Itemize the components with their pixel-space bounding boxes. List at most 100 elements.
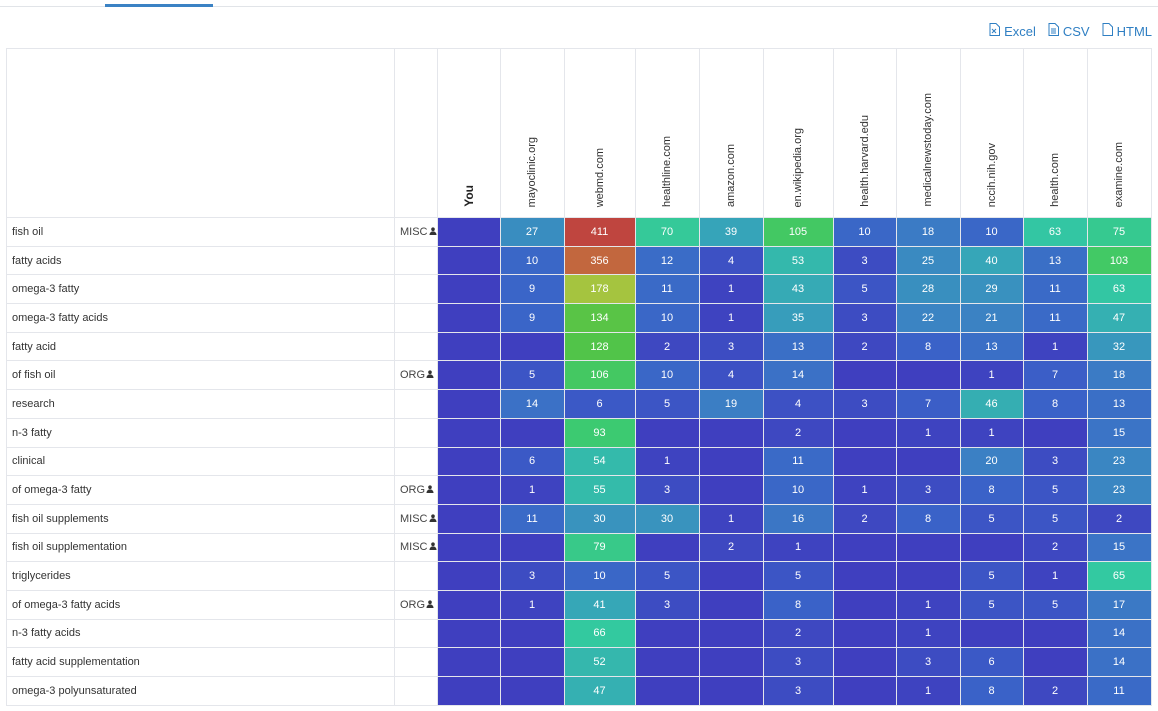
table-row[interactable]: fatty acid supplementation 52 3 3 6 14 <box>6 647 1152 677</box>
keyword-cell[interactable]: fatty acid <box>6 331 395 362</box>
count-cell: 93 <box>563 417 636 448</box>
table-row[interactable]: n-3 fatty 93 2 1 1 15 <box>6 417 1152 448</box>
count-cell: 3 <box>698 331 764 362</box>
column-header-domain[interactable]: nccih.nih.gov <box>959 48 1024 218</box>
keyword-cell[interactable]: clinical <box>6 446 395 477</box>
count-cell <box>832 561 897 591</box>
count-cell: 47 <box>563 676 636 706</box>
active-tab-indicator[interactable] <box>105 4 213 7</box>
entity-tag-cell <box>394 647 438 677</box>
count-cell: 14 <box>1086 647 1152 677</box>
entity-tag-cell: MISC <box>394 532 438 563</box>
table-row[interactable]: fish oil MISC 27 411 70 39 105 10 18 10 63 75 <box>6 217 1152 247</box>
column-header-label: webmd.com <box>593 147 606 207</box>
keyword-cell[interactable]: fish oil <box>6 217 395 247</box>
count-cell: 3 <box>762 676 834 706</box>
entity-tag-cell: ORG <box>394 360 438 391</box>
count-cell: 12 <box>634 245 700 276</box>
column-header-domain[interactable]: amazon.com <box>698 48 764 218</box>
count-cell: 39 <box>698 217 764 247</box>
export-csv-button[interactable]: CSV <box>1048 23 1090 39</box>
count-cell: 1 <box>698 274 764 305</box>
keyword-cell[interactable]: triglycerides <box>6 561 395 591</box>
table-row[interactable]: fatty acid 128 2 3 13 2 8 13 1 32 <box>6 331 1152 362</box>
keyword-cell[interactable]: fatty acids <box>6 245 395 276</box>
keyword-header <box>6 48 395 218</box>
keyword-cell[interactable]: fatty acid supplementation <box>6 647 395 677</box>
count-cell: 52 <box>563 647 636 677</box>
keyword-cell[interactable]: of omega-3 fatty acids <box>6 589 395 620</box>
column-header-domain[interactable]: examine.com <box>1086 48 1152 218</box>
count-cell <box>436 618 501 649</box>
entity-tag-cell <box>394 561 438 591</box>
table-row[interactable]: of omega-3 fatty acids ORG 1 41 3 8 1 5 5 17 <box>6 589 1152 620</box>
count-cell: 128 <box>563 331 636 362</box>
count-cell: 18 <box>895 217 961 247</box>
count-cell <box>1022 618 1088 649</box>
header-row: You mayoclinic.org webmd.com healthline.… <box>6 48 1152 218</box>
entity-tag-label: ORG <box>400 484 426 497</box>
count-cell: 8 <box>959 676 1024 706</box>
count-cell: 1 <box>895 618 961 649</box>
column-header-domain[interactable]: healthline.com <box>634 48 700 218</box>
count-cell: 47 <box>1086 303 1152 333</box>
table-row[interactable]: n-3 fatty acids 66 2 1 14 <box>6 618 1152 649</box>
table-row[interactable]: omega-3 fatty acids 9 134 10 1 35 3 22 21 11 47 <box>6 303 1152 333</box>
keyword-cell[interactable]: n-3 fatty acids <box>6 618 395 649</box>
keyword-cell[interactable]: research <box>6 389 395 419</box>
column-header-domain[interactable]: en.wikipedia.org <box>762 48 834 218</box>
entity-tag-label: MISC <box>400 541 428 554</box>
count-cell: 25 <box>895 245 961 276</box>
column-header-domain[interactable]: health.com <box>1022 48 1088 218</box>
table-row[interactable]: clinical 6 54 1 11 20 3 23 <box>6 446 1152 477</box>
count-cell <box>895 446 961 477</box>
table-row[interactable]: triglycerides 3 10 5 5 5 1 65 <box>6 561 1152 591</box>
table-row[interactable]: of omega-3 fatty ORG 1 55 3 10 1 3 8 5 23 <box>6 475 1152 505</box>
keyword-cell[interactable]: fish oil supplementation <box>6 532 395 563</box>
table-row[interactable]: omega-3 polyunsaturated 47 3 1 8 2 11 <box>6 676 1152 706</box>
export-excel-label: Excel <box>1004 23 1036 39</box>
count-cell: 2 <box>762 417 834 448</box>
table-row[interactable]: omega-3 fatty 9 178 11 1 43 5 28 29 11 63 <box>6 274 1152 305</box>
count-cell: 5 <box>959 561 1024 591</box>
count-cell <box>499 331 565 362</box>
table-row[interactable]: of fish oil ORG 5 106 10 4 14 1 7 18 <box>6 360 1152 391</box>
keyword-cell[interactable]: omega-3 polyunsaturated <box>6 676 395 706</box>
table-row[interactable]: fish oil supplementation MISC 79 2 1 2 15 <box>6 532 1152 563</box>
keyword-cell[interactable]: fish oil supplements <box>6 503 395 534</box>
keyword-cell[interactable]: of omega-3 fatty <box>6 475 395 505</box>
keyword-cell[interactable]: omega-3 fatty acids <box>6 303 395 333</box>
column-header-you[interactable]: You <box>436 48 501 218</box>
column-header-domain[interactable]: webmd.com <box>563 48 636 218</box>
column-header-domain[interactable]: medicalnewstoday.com <box>895 48 961 218</box>
count-cell: 3 <box>634 589 700 620</box>
entity-tag-badge: ORG <box>400 599 434 611</box>
count-cell <box>832 647 897 677</box>
keyword-cell[interactable]: n-3 fatty <box>6 417 395 448</box>
column-header-label: en.wikipedia.org <box>792 127 804 208</box>
count-cell: 5 <box>634 389 700 419</box>
count-cell <box>436 274 501 305</box>
export-html-button[interactable]: HTML <box>1102 23 1152 39</box>
count-cell: 5 <box>1022 475 1088 505</box>
count-cell: 105 <box>762 217 834 247</box>
keyword-cell[interactable]: of fish oil <box>6 360 395 391</box>
entity-tag-badge: ORG <box>400 484 434 496</box>
count-cell: 11 <box>762 446 834 477</box>
keyword-cell[interactable]: omega-3 fatty <box>6 274 395 305</box>
count-cell <box>634 532 700 563</box>
count-cell: 5 <box>634 561 700 591</box>
count-cell: 11 <box>499 503 565 534</box>
table-row[interactable]: fish oil supplements MISC 11 30 30 1 16 2 8 5 5 2 <box>6 503 1152 534</box>
column-header-domain[interactable]: health.harvard.edu <box>832 48 897 218</box>
entity-tag-cell <box>394 303 438 333</box>
count-cell: 1 <box>698 503 764 534</box>
count-cell: 2 <box>832 503 897 534</box>
table-row[interactable]: fatty acids 10 356 12 4 53 3 25 40 13 103 <box>6 245 1152 276</box>
column-header-domain[interactable]: mayoclinic.org <box>499 48 565 218</box>
count-cell: 103 <box>1086 245 1152 276</box>
table-row[interactable]: research 14 6 5 19 4 3 7 46 8 13 <box>6 389 1152 419</box>
count-cell: 10 <box>563 561 636 591</box>
export-excel-button[interactable]: Excel <box>989 23 1036 39</box>
count-cell: 14 <box>499 389 565 419</box>
